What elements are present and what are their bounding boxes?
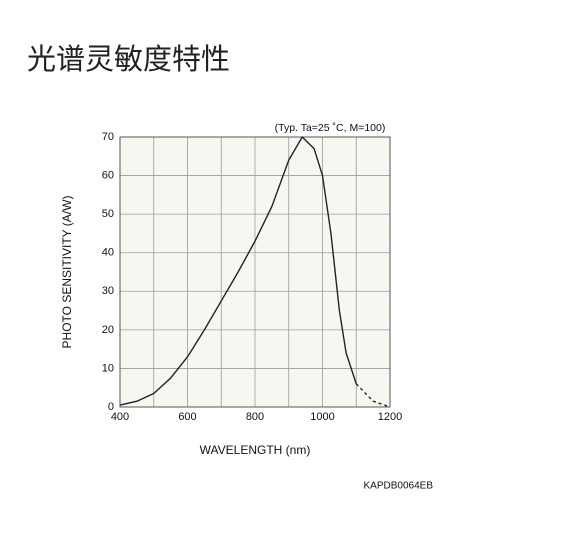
data-line	[119, 136, 357, 406]
x-tick-label: 800	[246, 411, 264, 423]
y-tick-label: 30	[102, 285, 114, 297]
annotation: (Typ. Ta=25 ˚C, M=100)	[275, 122, 386, 134]
x-axis-label: WAVELENGTH (nm)	[200, 443, 311, 457]
data-line	[355, 383, 391, 408]
y-tick-label: 40	[102, 247, 114, 259]
y-tick-label: 70	[102, 131, 114, 143]
y-tick-label: 20	[102, 324, 114, 336]
y-tick-label: 0	[108, 401, 114, 413]
x-tick-label: 600	[178, 411, 196, 423]
y-axis-label: PHOTO SENSITIVITY (A/W)	[60, 196, 74, 349]
y-tick-label: 10	[102, 362, 114, 374]
x-tick-label: 400	[111, 411, 129, 423]
plot-frame	[119, 136, 391, 408]
page-title: 光谱灵敏度特性	[27, 42, 231, 76]
x-tick-label: 1200	[378, 411, 402, 423]
y-tick-label: 60	[102, 169, 114, 181]
y-tick-label: 50	[102, 208, 114, 220]
figure-code: KAPDB0064EB	[364, 481, 434, 492]
x-tick-label: 1000	[310, 411, 334, 423]
